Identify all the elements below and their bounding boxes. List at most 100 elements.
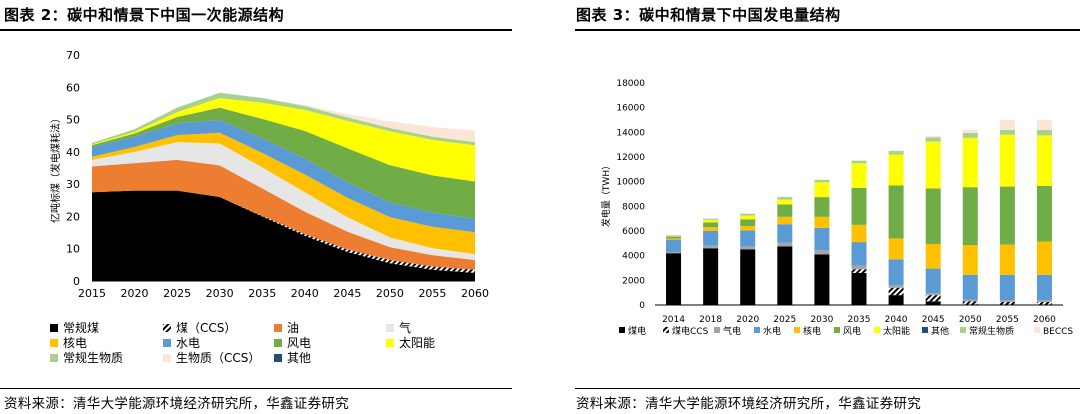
legend-label-2: 气电 xyxy=(723,325,741,337)
bar-2030-5 xyxy=(814,197,830,217)
bar-2035-1 xyxy=(851,269,867,273)
x-tick-4: 2035 xyxy=(248,287,276,300)
y-tick-7: 70 xyxy=(66,49,80,62)
y-tick-4: 40 xyxy=(66,146,80,159)
bar-2018-4 xyxy=(703,227,719,231)
right-title-rule xyxy=(575,29,1080,31)
bar-2035-3 xyxy=(851,242,867,266)
bar-2045-8 xyxy=(925,137,941,142)
bar-2060-4 xyxy=(1036,241,1052,275)
y-tick-3: 30 xyxy=(66,178,80,191)
y-tick-0: 0 xyxy=(73,275,80,288)
legend-swatch-4 xyxy=(50,339,58,347)
bar-2045-2 xyxy=(925,293,941,296)
bar-2020-0 xyxy=(740,249,756,305)
legend-swatch-2 xyxy=(274,324,282,332)
bar-2040-8 xyxy=(888,150,904,155)
legend-label-1: 煤电CCS xyxy=(672,325,709,337)
legend-swatch-4 xyxy=(794,327,800,333)
bar-2014-2 xyxy=(666,251,682,254)
bar-2018-2 xyxy=(703,245,719,249)
bar-2014-3 xyxy=(666,239,682,252)
bar-2035-6 xyxy=(851,163,867,188)
y-tick-2: 4000 xyxy=(622,252,645,262)
bar-2055-4 xyxy=(999,244,1015,275)
y-tick-5: 50 xyxy=(66,114,80,127)
bar-2040-1 xyxy=(888,287,904,296)
bar-2055-3 xyxy=(999,274,1015,301)
bar-2040-5 xyxy=(888,185,904,239)
legend-swatch-7 xyxy=(386,339,394,347)
bar-2055-5 xyxy=(999,186,1015,245)
legend-label-0: 煤电 xyxy=(628,325,646,337)
bar-2030-4 xyxy=(814,216,830,228)
right-source-rule xyxy=(575,388,1080,389)
bar-2060-1 xyxy=(1036,301,1052,305)
bar-2050-4 xyxy=(962,245,978,275)
legend-swatch-6 xyxy=(874,327,880,333)
bar-2025-2 xyxy=(777,242,793,247)
legend-label-2: 油 xyxy=(287,321,299,335)
area-4 xyxy=(92,132,475,255)
x-tick-7: 2050 xyxy=(376,287,404,300)
legend-label-7: 其他 xyxy=(931,325,949,337)
bar-2060-9 xyxy=(1036,120,1052,130)
legend-swatch-9 xyxy=(163,354,171,362)
legend-swatch-8 xyxy=(50,354,58,362)
bar-2045-6 xyxy=(925,141,941,189)
bar-2055-1 xyxy=(999,301,1015,305)
y-tick-4: 8000 xyxy=(622,202,645,212)
bar-2018-3 xyxy=(703,231,719,246)
legend-label-10: 其他 xyxy=(287,351,311,365)
legend-label-6: 风电 xyxy=(287,336,311,350)
legend-swatch-5 xyxy=(163,339,171,347)
legend-label-3: 气 xyxy=(399,320,411,335)
y-tick-3: 6000 xyxy=(622,227,645,237)
bar-2020-8 xyxy=(740,213,756,216)
bar-2045-3 xyxy=(925,268,941,294)
y-tick-5: 10000 xyxy=(616,178,645,188)
y-tick-2: 20 xyxy=(66,210,80,223)
x-tick-1: 2018 xyxy=(699,315,722,325)
x-tick-5: 2040 xyxy=(291,287,319,300)
bar-2030-3 xyxy=(814,227,830,251)
bar-2055-9 xyxy=(999,120,1015,130)
bar-2014-0 xyxy=(666,253,682,305)
bar-2040-3 xyxy=(888,259,904,286)
bar-2014-5 xyxy=(666,236,682,239)
y-tick-1: 2000 xyxy=(622,276,645,286)
bar-2050-9 xyxy=(962,129,978,133)
bar-2050-8 xyxy=(962,132,978,138)
area-7 xyxy=(92,97,475,182)
bar-2040-0 xyxy=(888,295,904,305)
bar-2040-4 xyxy=(888,238,904,260)
left-source-rule xyxy=(0,388,512,389)
bar-2020-2 xyxy=(740,246,756,250)
bar-2060-2 xyxy=(1036,300,1052,302)
bar-2018-5 xyxy=(703,222,719,228)
bar-2014-4 xyxy=(666,238,682,240)
area-0 xyxy=(92,190,475,281)
legend-swatch-5 xyxy=(834,327,840,333)
area-5 xyxy=(92,119,475,233)
legend-swatch-6 xyxy=(274,339,282,347)
legend-swatch-1 xyxy=(163,324,171,332)
bar-2060-6 xyxy=(1036,135,1052,186)
legend-swatch-9 xyxy=(1034,327,1040,333)
bar-2045-5 xyxy=(925,188,941,244)
x-tick-4: 2030 xyxy=(810,315,833,325)
legend-label-5: 水电 xyxy=(176,336,200,350)
bar-2035-5 xyxy=(851,187,867,225)
x-tick-2: 2020 xyxy=(736,315,759,325)
bar-2040-6 xyxy=(888,154,904,186)
x-tick-5: 2035 xyxy=(848,315,871,325)
bar-2050-6 xyxy=(962,137,978,188)
bar-2055-8 xyxy=(999,129,1015,135)
bar-2045-1 xyxy=(925,295,941,302)
legend-label-7: 太阳能 xyxy=(399,335,435,350)
x-tick-2: 2025 xyxy=(163,287,191,300)
y-tick-7: 14000 xyxy=(616,128,645,138)
area-2 xyxy=(92,159,475,270)
bar-2014-8 xyxy=(666,235,682,237)
